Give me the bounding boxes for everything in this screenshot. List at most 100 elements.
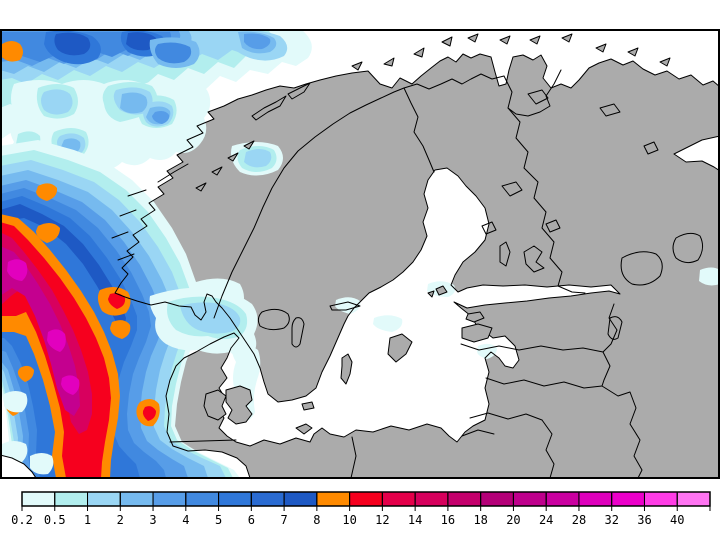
colorbar-segment [87,491,121,507]
lake-onega [672,232,704,264]
border-lithuania-belarus [541,419,555,479]
colorbar-segment [349,491,383,507]
border-lithuania-poland [469,412,543,421]
island-zealand [225,385,253,425]
lake-vattern [291,317,305,348]
island-coastal [529,35,541,45]
island-aland [427,290,435,298]
colorbar-label: 8 [313,513,320,527]
island-bornholm [301,401,315,411]
fjord-line [111,231,129,239]
border-germany-poland [350,436,357,479]
colorbar-label: 24 [539,513,553,527]
island-saaremaa [461,323,493,343]
border-norway-russia [507,69,562,117]
colorbar-segment [54,491,89,507]
colorbar-segment [512,491,547,507]
border-estonia-russia [602,303,618,353]
island-lofoten [287,82,311,100]
colorbar-segment [676,491,711,507]
border-norway-finland [403,73,505,90]
colorbar-label: 12 [375,513,389,527]
island-coastal [595,43,607,53]
lake-saimaa [523,245,545,273]
island-coastal [627,47,639,57]
fjord-line [119,209,137,217]
colorbar-segment [218,491,252,507]
colorbar-label: 6 [248,513,255,527]
island-coastal [383,57,395,67]
border-denmark-germany [169,439,237,443]
colorbar-label: 2 [117,513,124,527]
colorbar-segment [316,491,351,507]
uk-corner-coast [0,454,37,479]
colorbar-frame [21,491,711,507]
island-coastal [467,33,479,43]
colorbar-group: 0.2 0.5 1 2 3 4 5 6 7 8 10 12 14 16 18 20 24 28 32 36 40 [11,491,711,527]
precip-corner-patches [2,391,54,475]
map-frame [0,29,720,479]
colorbar-label: 16 [441,513,455,527]
colorbar-segment [283,491,318,507]
lake-peipus [607,316,623,340]
border-russia-belarus [601,385,643,479]
lake-ladoga [620,251,663,286]
border-latvia-russia [601,351,611,387]
island-coastal [413,47,425,58]
colorbar-label: 5 [215,513,222,527]
islands-group [195,33,671,435]
lake-small [545,219,561,233]
fjord-line [127,189,147,197]
lake-malaren [329,301,361,311]
colorbar-segment [643,491,678,507]
colorbar-label: 10 [342,513,356,527]
colorbar-label: 4 [182,513,189,527]
island-coastal [351,61,363,71]
island-oland [340,353,353,385]
island-coastal [499,35,511,45]
colorbar-segment [414,491,449,507]
lake-kola [599,103,621,117]
colorbar-label: 32 [604,513,618,527]
fjord-line [117,253,135,261]
island-lofoten [251,95,287,121]
border-sweden-finland [403,87,435,173]
island-coastal [195,182,207,192]
colorbar-segment [119,491,154,507]
island-coastal [243,140,255,150]
island-hiiumaa [465,311,485,323]
lake-inari [527,89,549,105]
island-rugen [295,423,313,435]
colorbar-label: 18 [473,513,487,527]
colorbar-segment [21,491,56,507]
colorbar-segment [545,491,580,507]
border-finland-russia [503,75,586,294]
island-coastal [561,33,573,43]
island-coastal [227,152,239,162]
lake-small [643,141,659,155]
lake-oulu [501,181,523,197]
border-norway-sweden [213,87,405,319]
colorbar-label: 0.5 [44,513,66,527]
colorbar-segment [578,491,613,507]
colorbar-segment [185,491,220,507]
colorbar-label: 3 [149,513,156,527]
colorbar-segment [250,491,285,507]
lakes-group [257,89,704,348]
island-coastal [441,36,453,47]
lake-small [481,221,497,235]
border-lines-group [111,69,643,479]
island-aland [435,285,448,296]
colorbar-segment [480,491,514,507]
lake-paijanne [499,241,511,267]
border-poland-kaliningrad [461,429,495,437]
colorbar-label: 14 [408,513,422,527]
island-coastal [211,166,223,176]
colorbar-label: 7 [280,513,287,527]
border-latvia-lithuania [485,377,603,389]
lake-vanern [257,308,290,331]
precipitation-group [0,29,720,478]
island-coastal [659,57,671,67]
